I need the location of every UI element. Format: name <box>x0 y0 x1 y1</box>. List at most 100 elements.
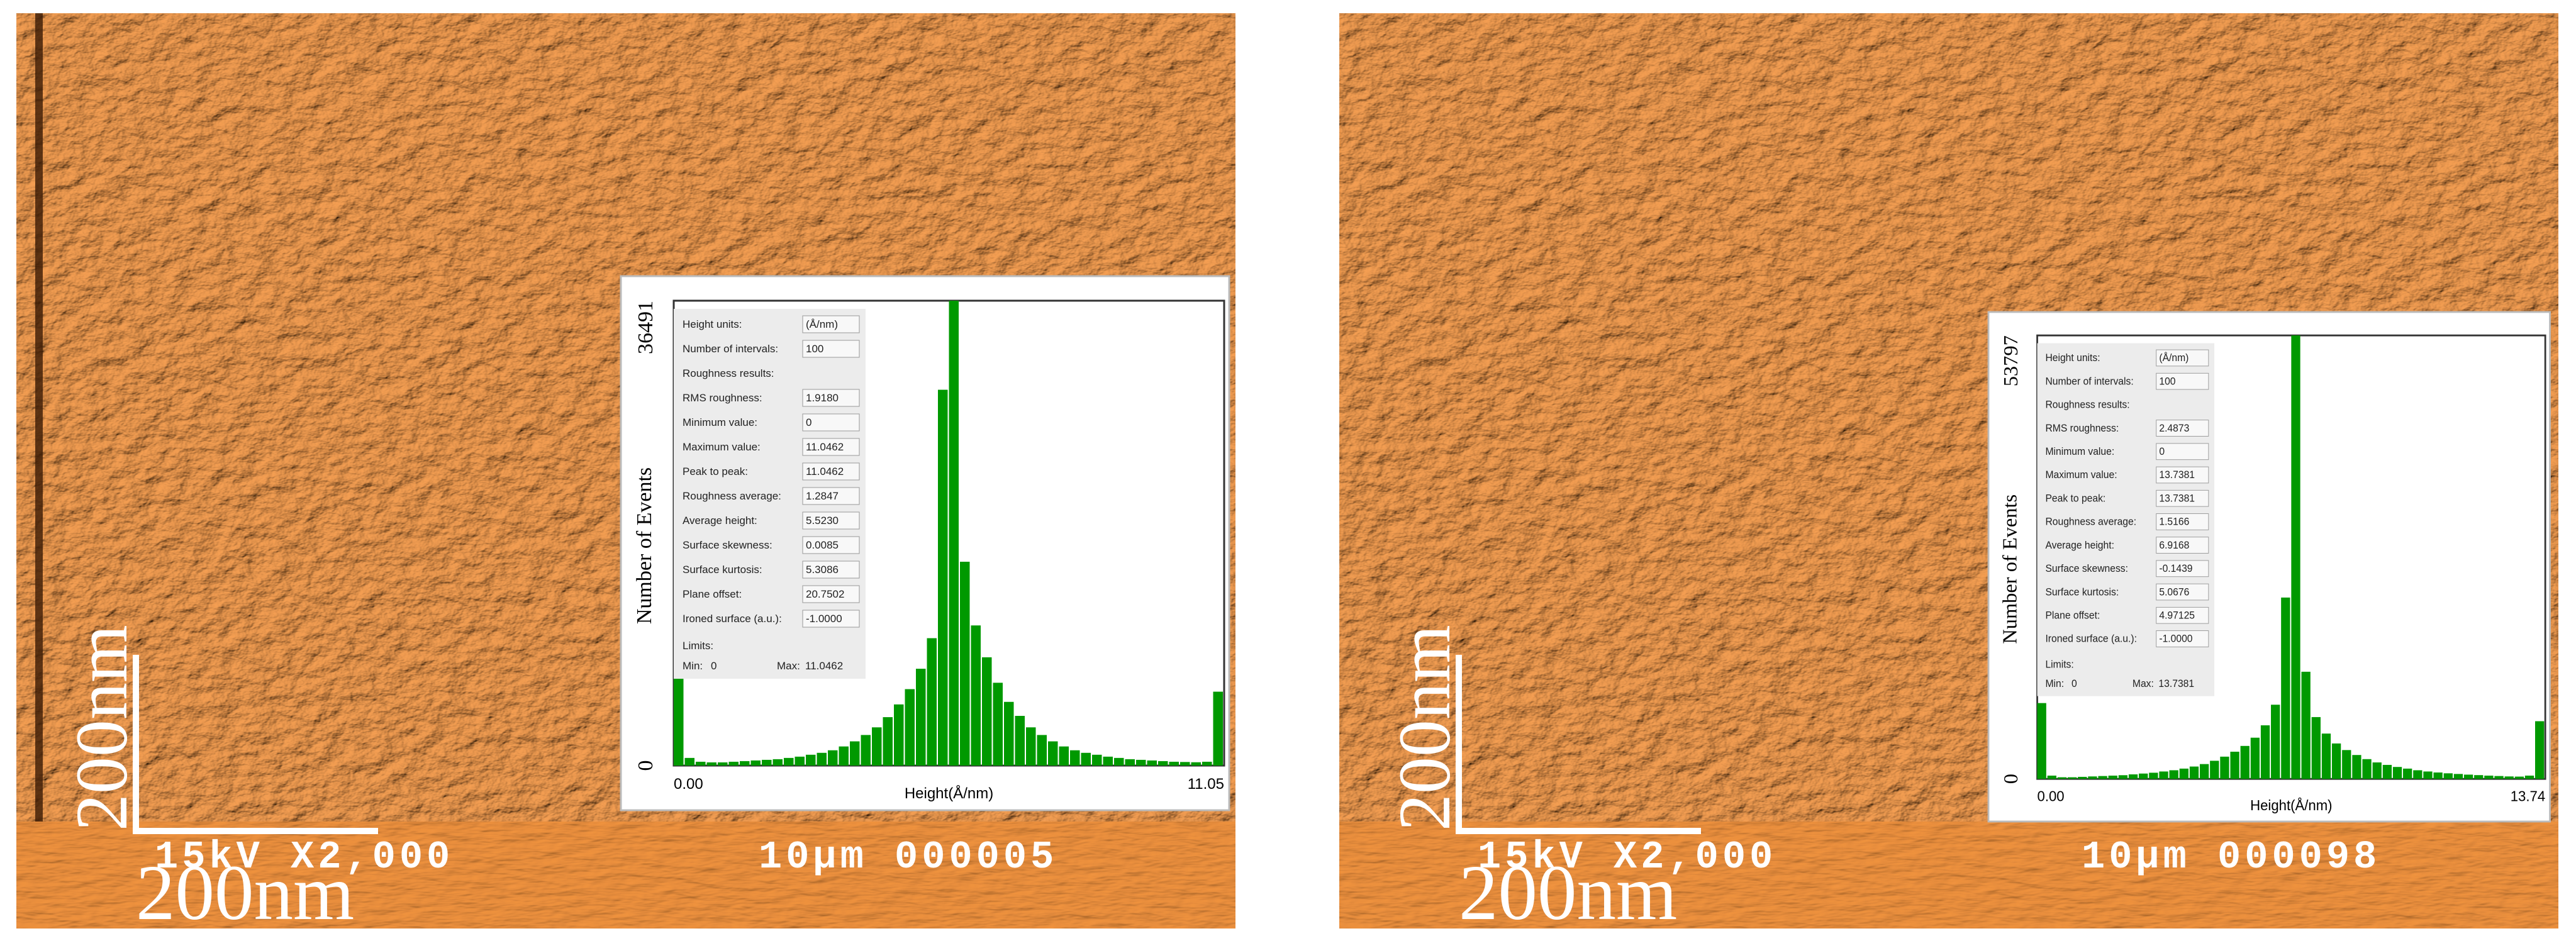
param-field <box>2156 513 2209 530</box>
scale-label: 200nm <box>1383 625 1466 831</box>
param-value: 0.0085 <box>806 539 839 551</box>
scale-label: 200nm <box>136 850 354 937</box>
histogram-bar <box>2413 770 2423 779</box>
param-value: 11.0462 <box>806 466 844 477</box>
param-field <box>2156 537 2209 554</box>
banner-text: 10µm 000098 <box>2082 835 2380 879</box>
histogram-bar <box>1169 761 1179 766</box>
limit-value: 11.0462 <box>805 660 843 672</box>
param-label: Limits: <box>683 640 713 652</box>
param-label: Roughness results: <box>683 367 774 379</box>
axis-title: Height(Å/nm) <box>905 784 993 802</box>
histogram-bar <box>2169 770 2178 779</box>
param-value: 11.0462 <box>806 441 844 453</box>
axis-title: Number of Events <box>1999 494 2021 644</box>
histogram-bar <box>2514 776 2524 779</box>
histogram-bar <box>894 704 904 766</box>
histogram-bar <box>1081 752 1091 766</box>
histogram-bar <box>2271 705 2280 779</box>
param-label: Plane offset: <box>2045 610 2100 621</box>
x-tick-label: 0.00 <box>2038 788 2065 804</box>
x-tick-label: 13.74 <box>2511 788 2545 804</box>
limit-value: 0 <box>2071 679 2077 689</box>
histogram-bar <box>1125 759 1135 766</box>
param-field <box>2156 630 2209 647</box>
param-label: Roughness results: <box>2045 399 2129 410</box>
param-field <box>2156 372 2209 390</box>
histogram-bar <box>718 762 728 766</box>
histogram-bar <box>696 761 706 766</box>
param-value: -1.0000 <box>2159 633 2192 644</box>
banner-band <box>1339 822 2558 928</box>
param-label: RMS roughness: <box>683 392 762 404</box>
param-value: 1.2847 <box>806 490 839 502</box>
histogram-bar <box>927 638 937 766</box>
param-value: 5.3086 <box>806 564 839 576</box>
axis-title: Number of Events <box>633 467 656 624</box>
limit-label: Max: <box>2133 679 2154 689</box>
param-value: 0 <box>806 416 811 428</box>
param-label: Maximum value: <box>2045 470 2117 481</box>
param-value: 4.97125 <box>2159 610 2195 621</box>
param-value: 1.5166 <box>2159 516 2189 527</box>
histogram-bar <box>1147 760 1157 766</box>
histogram-bar <box>2159 771 2168 779</box>
param-field <box>802 610 860 628</box>
histogram-bar <box>2149 772 2158 779</box>
param-value: 100 <box>2159 376 2175 387</box>
param-value: (Å/nm) <box>806 318 838 330</box>
histogram-bar <box>1092 754 1102 766</box>
limit-value: 13.7381 <box>2158 679 2194 689</box>
histogram-bar <box>1048 741 1058 766</box>
param-field <box>802 560 860 579</box>
histogram-bar <box>2128 774 2138 779</box>
param-field <box>802 511 860 530</box>
histogram-bar <box>1213 691 1223 766</box>
histogram-bar <box>1059 746 1069 766</box>
param-value: 5.0676 <box>2159 587 2189 598</box>
param-value: -0.1439 <box>2159 564 2192 574</box>
histogram-bar <box>728 761 739 766</box>
banner-band <box>16 822 1235 928</box>
histogram-bar <box>883 717 893 766</box>
param-label: Maximum value: <box>683 441 761 453</box>
param-label: Number of intervals: <box>683 343 778 355</box>
limit-value: 0 <box>711 660 716 672</box>
histogram-bar <box>2342 750 2351 779</box>
histogram-bar <box>1180 762 1190 766</box>
histogram-bar <box>2392 767 2402 779</box>
param-field <box>802 413 860 432</box>
histogram-bar <box>2281 597 2290 779</box>
limit-label: Min: <box>2045 679 2064 689</box>
param-field <box>2156 583 2209 601</box>
histogram-bar <box>2118 775 2128 779</box>
histogram-bar <box>2189 766 2199 779</box>
histogram-bar <box>971 625 981 766</box>
param-label: Ironed surface (a.u.): <box>683 613 782 625</box>
y-tick-label: 0 <box>634 761 657 771</box>
histogram-bar <box>762 759 772 766</box>
histogram-bar <box>2057 777 2067 779</box>
param-value: 5.5230 <box>806 515 839 527</box>
param-value: 13.7381 <box>2159 470 2195 481</box>
param-field <box>802 438 860 456</box>
param-label: RMS roughness: <box>2045 423 2119 434</box>
histogram-bar <box>905 689 915 766</box>
histogram-bar <box>2301 671 2311 779</box>
histogram-bar <box>1202 761 1212 766</box>
histogram-bar <box>2474 775 2484 779</box>
histogram-bar <box>817 752 827 766</box>
param-field <box>802 462 860 481</box>
histogram-bar <box>2362 759 2372 779</box>
histogram-bar <box>2321 733 2331 779</box>
histogram-bar <box>916 669 926 766</box>
param-label: Peak to peak: <box>2045 493 2105 504</box>
param-label: Height units: <box>683 318 742 330</box>
param-field <box>802 315 860 333</box>
histogram-bar <box>2199 764 2209 779</box>
histogram-bar <box>1136 759 1146 766</box>
histogram-bar <box>2311 717 2321 779</box>
banner-text: 10µm 000005 <box>759 835 1057 879</box>
